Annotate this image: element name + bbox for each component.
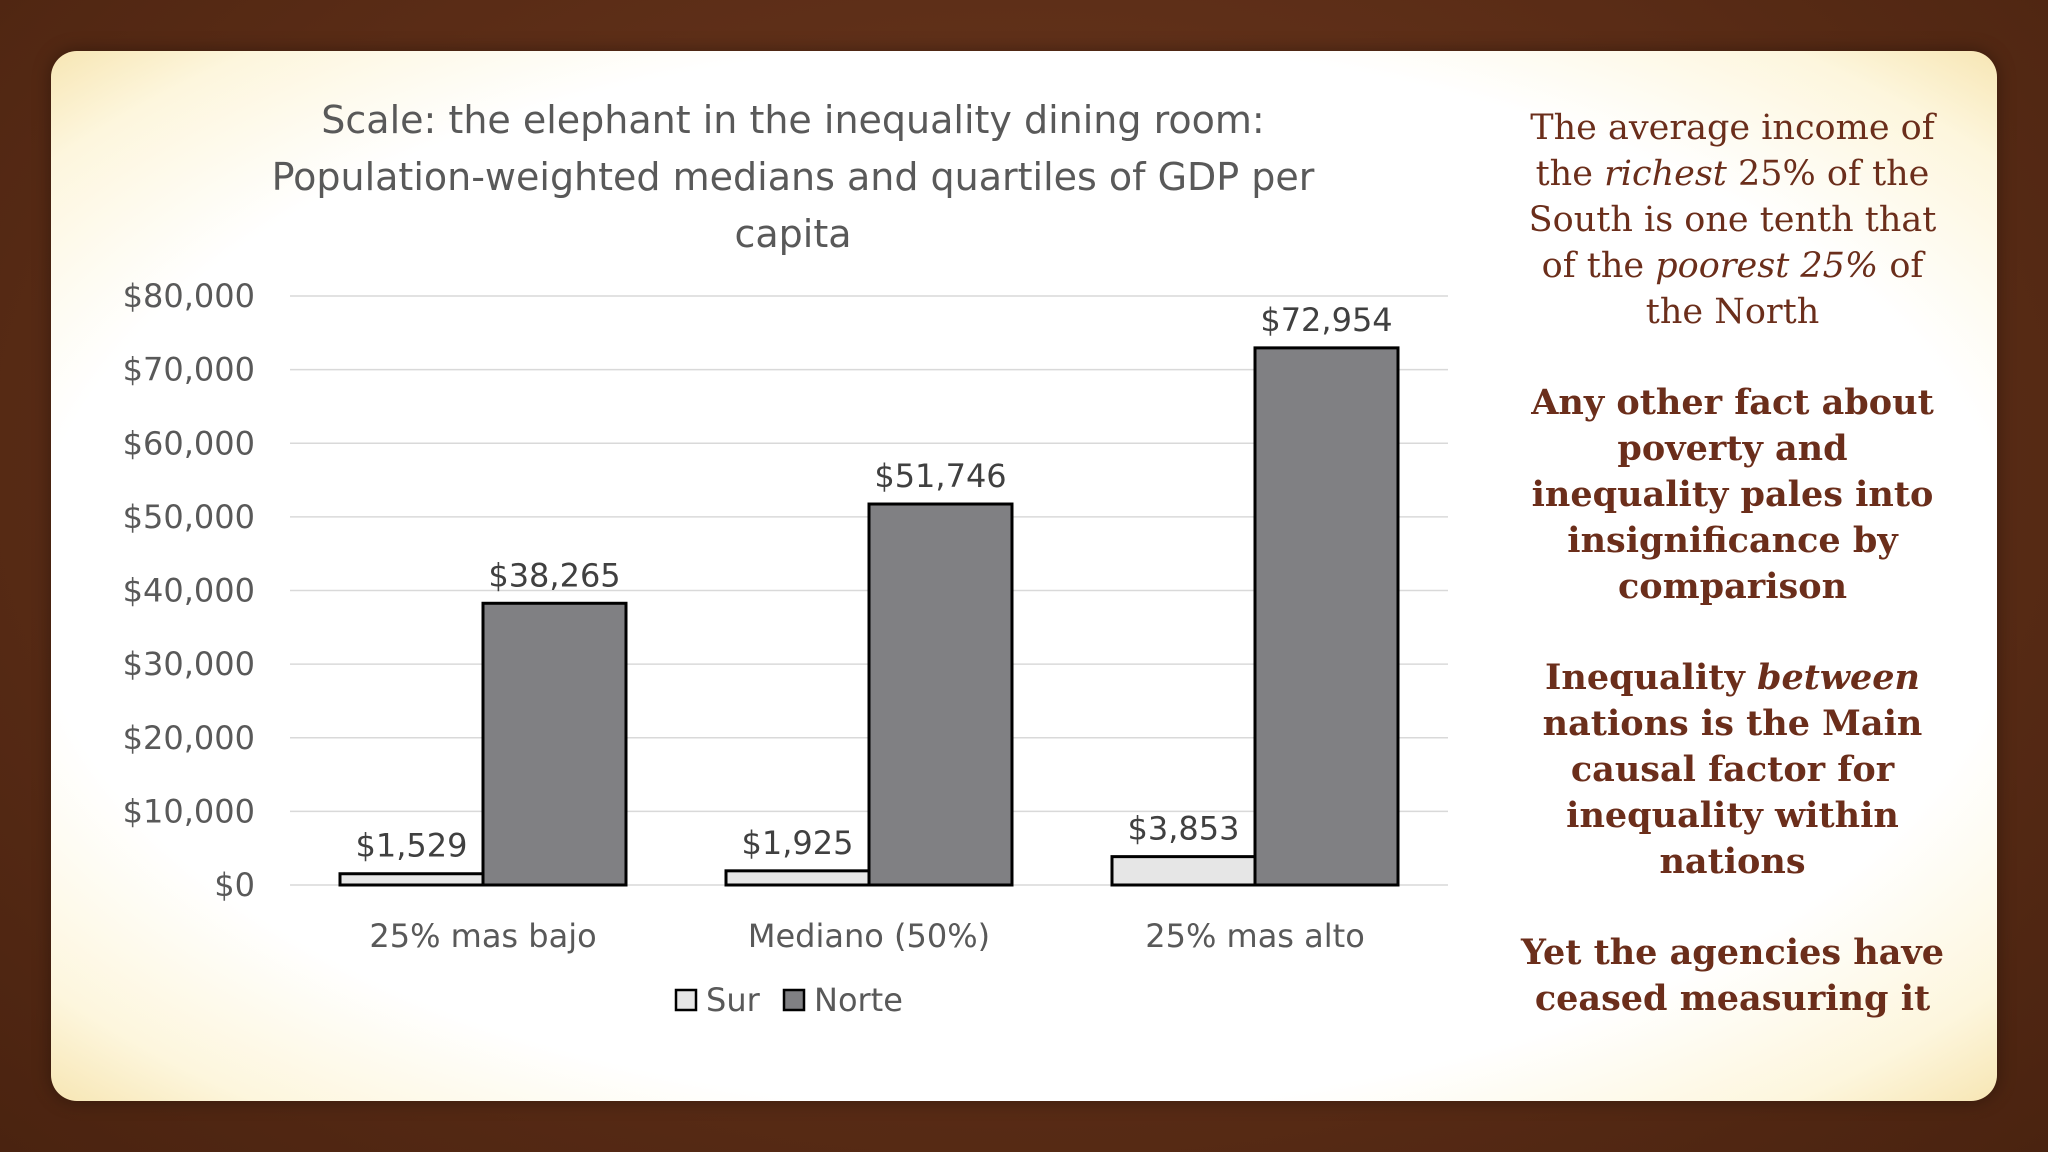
data-label: $51,746 — [874, 457, 1006, 495]
y-tick-label: $30,000 — [123, 645, 255, 683]
x-category-label: 25% mas alto — [1145, 917, 1365, 955]
side-paragraph-1: The average income of the richest 25% of… — [1520, 105, 1945, 335]
side-p1-part-e: of the North — [1645, 246, 1924, 332]
legend-label-norte: Norte — [814, 981, 903, 1019]
data-label: $3,853 — [1128, 810, 1240, 848]
side-p1-part-c: 25% of the South is one tenth that of th… — [1528, 154, 1937, 286]
chart-title-line-1: Scale: the elephant in the inequality di… — [321, 98, 1264, 142]
bar-chart: Scale: the elephant in the inequality di… — [123, 98, 1448, 1019]
y-tick-label: $0 — [214, 866, 255, 904]
chart-title-line-2: Population-weighted medians and quartile… — [272, 155, 1315, 199]
data-label: $1,925 — [742, 824, 854, 862]
side-p3-part-a: Inequality — [1545, 657, 1757, 698]
bar-norte — [481, 601, 628, 887]
bar-sur — [338, 872, 485, 887]
data-label: $1,529 — [356, 827, 468, 865]
side-commentary: The average income of the richest 25% of… — [1520, 105, 1945, 1067]
y-tick-label: $60,000 — [123, 424, 255, 462]
data-label: $72,954 — [1260, 301, 1392, 339]
y-tick-label: $70,000 — [123, 351, 255, 389]
side-p1-richest: richest — [1604, 154, 1727, 194]
side-paragraph-3: Inequality between nations is the Main c… — [1520, 655, 1945, 885]
bar-norte — [867, 502, 1014, 887]
bar-norte — [1253, 346, 1400, 887]
y-tick-label: $20,000 — [123, 719, 255, 757]
side-p3-between: between — [1756, 657, 1920, 698]
side-paragraph-2: Any other fact about poverty and inequal… — [1531, 382, 1934, 607]
data-label: $38,265 — [488, 556, 620, 594]
y-tick-label: $80,000 — [123, 277, 255, 315]
y-tick-label: $50,000 — [123, 498, 255, 536]
chart-title-line-3: capita — [734, 212, 851, 256]
bar-sur — [1110, 855, 1257, 887]
x-category-label: 25% mas bajo — [369, 917, 596, 955]
bar-sur — [724, 869, 871, 887]
legend-swatch-sur — [674, 988, 698, 1012]
side-p1-poorest: poorest 25% — [1655, 246, 1879, 286]
y-tick-label: $10,000 — [123, 792, 255, 830]
side-paragraph-4: Yet the agencies have ceased measuring i… — [1521, 932, 1944, 1019]
legend-label-sur: Sur — [706, 981, 761, 1019]
x-category-label: Mediano (50%) — [748, 917, 990, 955]
slide-panel — [51, 51, 1997, 1101]
y-tick-label: $40,000 — [123, 572, 255, 610]
side-p1-part-a: The average income of the — [1530, 108, 1935, 194]
side-p3-part-c: nations is the Main causal factor for in… — [1542, 703, 1923, 882]
legend-swatch-norte — [782, 988, 806, 1012]
